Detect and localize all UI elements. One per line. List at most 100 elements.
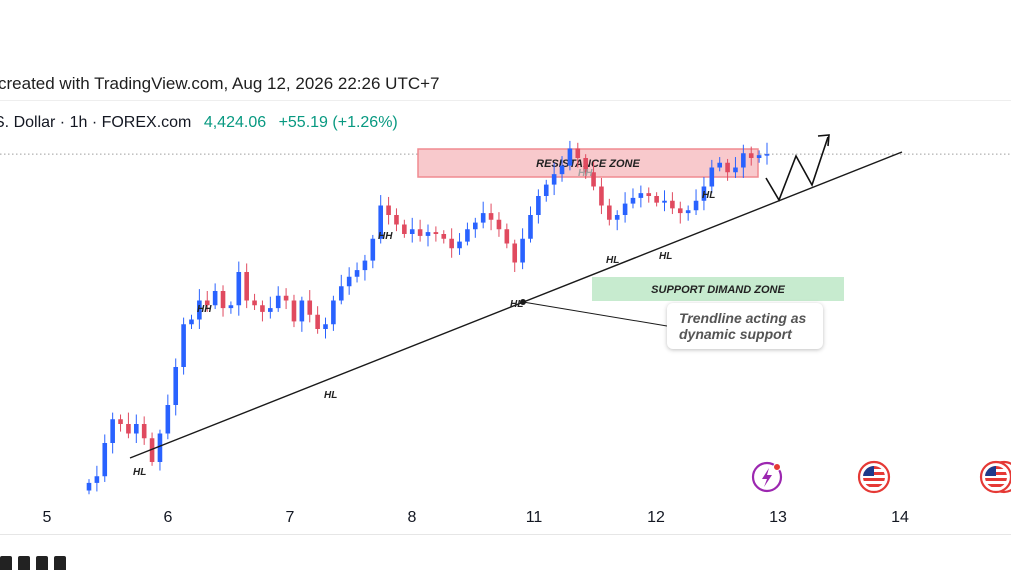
candle-body <box>638 193 644 198</box>
candle-body <box>141 424 147 439</box>
candle-body <box>283 295 289 301</box>
candle-body <box>496 219 502 230</box>
candle-body <box>409 229 415 234</box>
candle-body <box>756 155 762 158</box>
candle-body <box>741 153 746 168</box>
symbol-info-row: S. Dollar · 1h · FOREX.com 4,424.06 +55.… <box>0 114 398 132</box>
swing-label: HH <box>578 168 593 179</box>
candle-body <box>512 243 518 263</box>
candle-body <box>346 276 352 287</box>
candle-body <box>480 213 486 223</box>
candles-group <box>86 140 770 495</box>
candle-body <box>149 438 155 462</box>
swing-label: HL <box>702 190 715 201</box>
candle-body <box>323 324 328 329</box>
candle-body <box>543 184 549 196</box>
cropped-text-fragment <box>0 556 90 570</box>
candle-body <box>583 158 588 173</box>
x-tick-label: 6 <box>164 509 173 526</box>
candle-body <box>378 205 383 239</box>
support-zone <box>592 277 844 301</box>
candle-body <box>670 200 675 209</box>
candle-body <box>204 300 210 306</box>
candle-body <box>567 148 573 166</box>
us-flag-event-icon-stacked[interactable] <box>979 460 1011 494</box>
candle-body <box>677 208 683 214</box>
candle-body <box>646 193 652 196</box>
candle-body <box>260 305 265 312</box>
candle-body <box>748 153 754 158</box>
trendline <box>129 151 903 459</box>
swing-label: HL <box>133 467 146 478</box>
candle-body <box>709 167 715 187</box>
candle-body <box>189 319 194 325</box>
candle-body <box>614 215 620 220</box>
candle-body <box>733 167 738 173</box>
candle-body <box>685 210 691 214</box>
swing-label: HL <box>324 390 337 401</box>
annotation-line-1: Trendline acting as <box>679 310 807 326</box>
candle-body <box>228 305 234 309</box>
candle-body <box>591 172 596 187</box>
candle-body <box>197 300 202 320</box>
callout-pointer <box>522 301 668 327</box>
candle-body <box>504 229 510 244</box>
candle-body <box>520 238 525 263</box>
candle-body <box>173 367 179 405</box>
candle-body <box>394 215 399 225</box>
candle-body <box>181 324 186 367</box>
last-price: 4,424.06 <box>203 114 267 131</box>
candle-body <box>528 215 533 239</box>
candle-body <box>457 241 462 249</box>
candle-body <box>126 424 131 434</box>
candle-body <box>386 205 391 215</box>
header-divider <box>0 100 1011 101</box>
candle-body <box>252 300 257 306</box>
candle-body <box>473 222 478 230</box>
candle-body <box>725 162 730 173</box>
candle-body <box>575 148 581 158</box>
x-tick-label: 7 <box>286 509 295 526</box>
candle-body <box>86 482 92 491</box>
candle-body <box>362 260 368 271</box>
candle-body <box>315 314 320 329</box>
top-blank-area <box>0 0 1011 62</box>
resistance-zone <box>417 148 759 178</box>
candle-body <box>157 433 163 462</box>
candle-body <box>236 272 242 306</box>
candle-body <box>94 476 100 483</box>
candle-body <box>291 300 297 322</box>
candle-body <box>449 238 454 249</box>
swing-label: HL <box>510 299 523 310</box>
candle-body <box>488 213 494 220</box>
swing-label: HH <box>197 304 212 315</box>
candle-body <box>275 295 281 309</box>
symbol-label: S. Dollar · 1h · FOREX.com <box>0 114 192 131</box>
lightning-event-icon[interactable] <box>751 461 783 493</box>
candle-body <box>441 234 447 239</box>
x-tick-label: 13 <box>769 509 787 526</box>
candle-body <box>354 270 360 277</box>
candle-body <box>465 229 470 242</box>
us-flag-event-icon[interactable] <box>857 460 891 494</box>
candle-body <box>370 238 376 261</box>
candle-body <box>220 291 226 309</box>
candle-body <box>331 300 336 325</box>
candle-body <box>118 419 123 424</box>
axis-bottom-border <box>0 534 1011 535</box>
candle-body <box>433 232 439 234</box>
candle-body <box>607 205 612 220</box>
candle-body <box>662 200 667 203</box>
x-tick-label: 8 <box>408 509 417 526</box>
x-tick-label: 14 <box>891 509 909 526</box>
x-tick-label: 11 <box>526 509 543 526</box>
candle-body <box>622 203 628 215</box>
x-tick-label: 12 <box>647 509 665 526</box>
candle-body <box>244 272 249 301</box>
support-zone-label: SUPPORT DIMAND ZONE <box>651 284 785 296</box>
annotation-line-2: dynamic support <box>679 326 792 342</box>
candle-body <box>165 405 171 434</box>
candle-body <box>701 186 707 201</box>
candle-body <box>630 197 636 204</box>
